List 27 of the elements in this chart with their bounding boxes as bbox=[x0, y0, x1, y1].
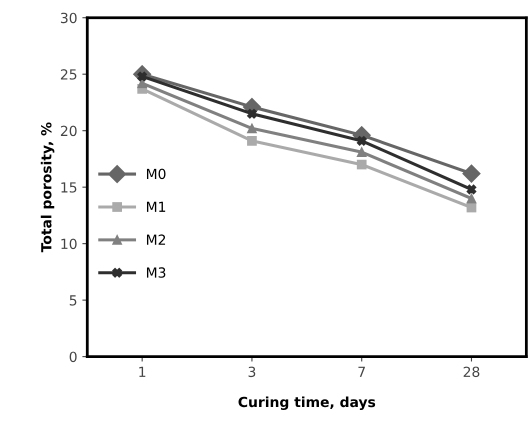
y-tick-label: 15 bbox=[61, 182, 76, 193]
legend-label: M0 bbox=[146, 168, 166, 180]
legend-label: M2 bbox=[146, 234, 166, 245]
y-tick-label: 30 bbox=[60, 12, 77, 24]
point bbox=[247, 136, 257, 146]
legend-label: M1 bbox=[146, 202, 166, 212]
y-axis-title: Total porosity, % bbox=[40, 122, 54, 252]
point bbox=[466, 202, 476, 212]
point bbox=[247, 124, 257, 134]
y-tick-label: 20 bbox=[60, 126, 77, 136]
x-tick-label: 7 bbox=[358, 366, 365, 377]
y-tick-label: 5 bbox=[70, 295, 76, 306]
x-tick-label: 1 bbox=[139, 366, 146, 377]
point bbox=[356, 160, 367, 170]
point bbox=[247, 108, 257, 119]
x-axis-title: Curing time, days bbox=[238, 396, 376, 410]
y-tick-label: 10 bbox=[61, 238, 77, 250]
point bbox=[356, 136, 367, 146]
x-tick-label: 3 bbox=[248, 366, 256, 378]
point bbox=[466, 184, 476, 194]
point bbox=[356, 147, 367, 158]
point bbox=[462, 164, 481, 183]
x-tick-label: 28 bbox=[464, 366, 480, 378]
legend-label: M3 bbox=[146, 267, 166, 278]
y-tick-label: 0 bbox=[70, 352, 77, 362]
point bbox=[466, 194, 476, 204]
y-tick-label: 25 bbox=[60, 69, 76, 80]
